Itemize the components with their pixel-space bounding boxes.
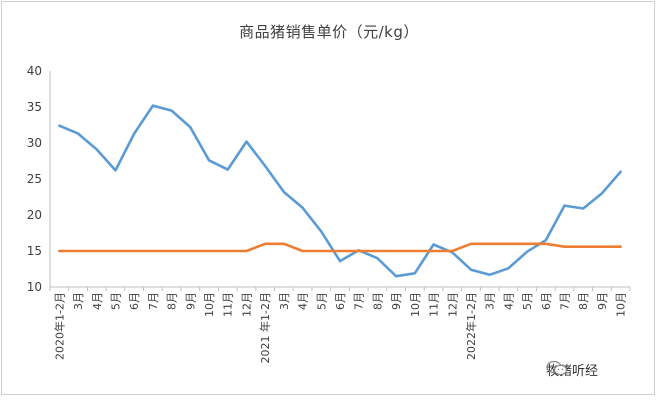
x-tick-label: 4月 bbox=[502, 292, 515, 310]
y-tick-label: 25 bbox=[27, 172, 42, 186]
x-tick-label: 3月 bbox=[484, 292, 497, 310]
y-tick-label: 40 bbox=[27, 64, 42, 78]
x-tick-label: 6月 bbox=[334, 292, 347, 310]
x-tick-label: 3月 bbox=[278, 292, 291, 310]
x-tick-label: 8月 bbox=[371, 292, 384, 310]
x-tick-label: 11月 bbox=[428, 292, 441, 317]
x-tick-label: 5月 bbox=[315, 292, 328, 310]
x-tick-label: 7月 bbox=[147, 292, 160, 310]
x-tick-label: 9月 bbox=[596, 292, 609, 310]
x-tick-label: 2020年1-2月 bbox=[52, 292, 66, 360]
x-tick-label: 4月 bbox=[91, 292, 104, 310]
watermark: 牧猪听经 bbox=[546, 360, 598, 379]
x-tick-label: 8月 bbox=[577, 292, 590, 310]
x-tick-label: 5月 bbox=[109, 292, 122, 310]
x-tick-label: 2021 年1-2月 bbox=[258, 292, 272, 363]
x-tick-label: 7月 bbox=[353, 292, 366, 310]
x-tick-label: 10月 bbox=[615, 292, 628, 317]
chart-frame: 商品猪销售单价（元/kg） bbox=[1, 1, 655, 395]
x-tick-label: 7月 bbox=[559, 292, 572, 310]
x-tick-label: 5月 bbox=[521, 292, 534, 310]
x-tick-label: 11月 bbox=[222, 292, 235, 317]
y-tick-label: 15 bbox=[27, 244, 42, 258]
x-tick-label: 12月 bbox=[446, 292, 459, 317]
x-tick-label: 8月 bbox=[166, 292, 179, 310]
y-tick-label: 35 bbox=[27, 100, 42, 114]
x-tick-label: 4月 bbox=[297, 292, 310, 310]
x-tick-label: 6月 bbox=[540, 292, 553, 310]
y-tick-label: 20 bbox=[27, 208, 42, 222]
chart-title: 商品猪销售单价（元/kg） bbox=[239, 23, 419, 41]
x-tick-label: 12月 bbox=[240, 292, 253, 317]
series-line-price bbox=[58, 104, 622, 278]
wechat-icon bbox=[546, 360, 568, 376]
x-tick-label: 10月 bbox=[203, 292, 216, 317]
x-tick-label: 9月 bbox=[390, 292, 403, 310]
series-line-reference bbox=[58, 242, 622, 253]
x-tick-label: 10月 bbox=[409, 292, 422, 317]
x-tick-label: 3月 bbox=[72, 292, 85, 310]
y-tick-label: 10 bbox=[27, 280, 42, 294]
x-tick-label: 2022年1-2月 bbox=[464, 292, 478, 360]
x-tick-label: 6月 bbox=[128, 292, 141, 310]
y-tick-label: 30 bbox=[27, 136, 42, 150]
x-tick-label: 9月 bbox=[184, 292, 197, 310]
